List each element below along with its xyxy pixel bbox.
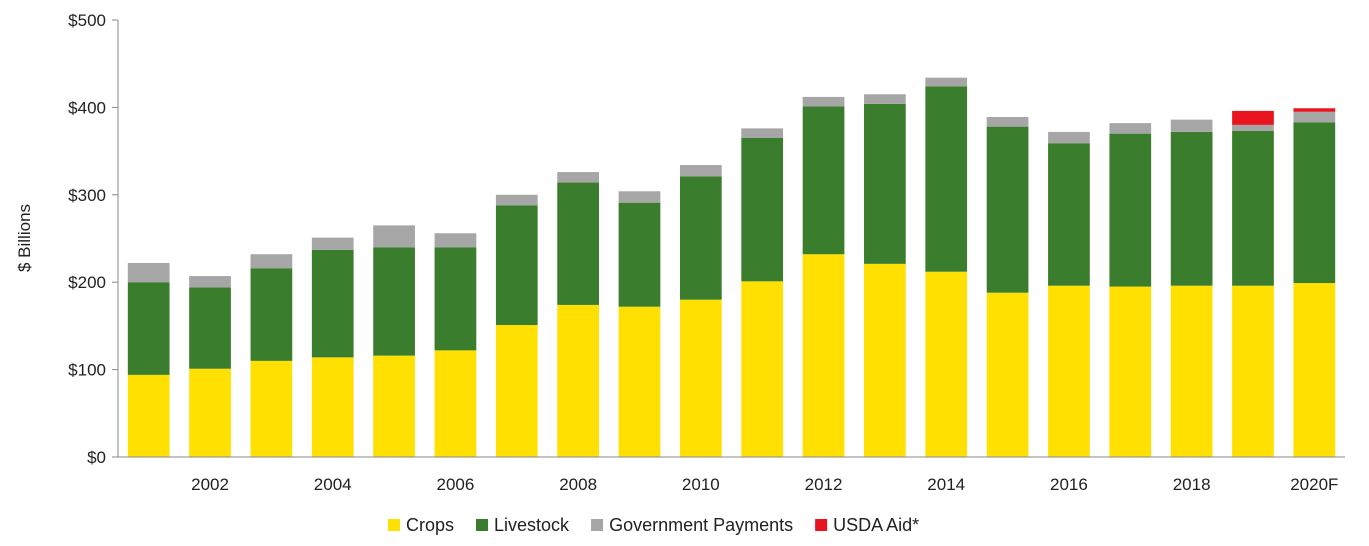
bar-government-payments-2020f (1293, 111, 1336, 123)
bar-livestock-2020f (1293, 122, 1336, 284)
bar-government-payments-2009 (618, 191, 661, 203)
bar-government-payments-2013 (864, 94, 906, 104)
x-tick-label: 2014 (927, 475, 965, 494)
bar-livestock-2008 (557, 182, 599, 305)
bar-government-payments-2012 (802, 96, 845, 107)
y-axis-ticks: $0 $100 $200 $300 $400 $500 (68, 11, 118, 467)
y-tick-label: $200 (68, 273, 106, 292)
bar-crops-2013 (864, 263, 906, 457)
x-tick-label: 2010 (682, 475, 720, 494)
bar-government-payments-2018 (1170, 119, 1213, 132)
bar-livestock-2006 (434, 247, 477, 351)
bar-government-payments-2017 (1109, 123, 1152, 134)
bar-government-payments-2002 (189, 276, 231, 288)
x-tick-label: 2016 (1050, 475, 1088, 494)
bar-crops-2015 (986, 292, 1029, 457)
y-tick-label: $300 (68, 186, 106, 205)
bar-livestock-2014 (925, 86, 968, 272)
y-tick-label: $500 (68, 11, 106, 30)
x-tick-label: 2004 (314, 475, 352, 494)
bar-crops-2003 (250, 360, 293, 457)
bar-government-payments-2014 (925, 77, 968, 87)
bar-crops-2009 (618, 306, 661, 457)
x-tick-label: 2020F (1290, 475, 1338, 494)
legend-swatch (815, 519, 828, 531)
x-tick-label: 2002 (191, 475, 229, 494)
bar-government-payments-2005 (373, 225, 415, 248)
y-tick-label: $400 (68, 98, 106, 117)
y-tick-label: $100 (68, 361, 106, 380)
bar-crops-2016 (1048, 285, 1090, 457)
x-tick-label: 2012 (805, 475, 843, 494)
bar-government-payments-2019 (1232, 124, 1274, 131)
x-axis-ticks: 2002 2004 2006 2008 2010 2012 2014 2016 2018 2020… (191, 475, 1338, 494)
legend-swatch (476, 519, 489, 531)
bar-government-payments-2016 (1048, 131, 1090, 144)
bar-livestock-2015 (986, 126, 1029, 293)
bar-livestock-2001 (127, 282, 170, 375)
bar-government-payments-2007 (495, 194, 538, 206)
bar-government-payments-2008 (557, 172, 599, 183)
bar-crops-2012 (802, 254, 845, 457)
bar-crops-2005 (373, 355, 415, 457)
bar-livestock-2009 (618, 202, 661, 307)
bar-livestock-2003 (250, 268, 293, 361)
y-tick-label: $0 (87, 448, 106, 467)
legend-label: USDA Aid* (833, 515, 919, 535)
bar-crops-2019 (1232, 285, 1274, 457)
legend-swatch (591, 519, 604, 531)
bar-usda-aid-2020f (1293, 108, 1336, 112)
bar-government-payments-2004 (311, 237, 354, 250)
bars (127, 77, 1336, 457)
bar-livestock-2010 (679, 176, 722, 300)
legend-swatch (388, 519, 400, 531)
bar-livestock-2016 (1048, 143, 1090, 286)
legend: Crops Livestock Government Payments USDA Ai… (388, 515, 919, 535)
bar-livestock-2007 (495, 205, 538, 326)
bar-crops-2020f (1293, 283, 1336, 457)
x-tick-label: 2006 (437, 475, 475, 494)
axes (117, 20, 1345, 458)
bar-livestock-2013 (864, 103, 906, 264)
bar-crops-2014 (925, 271, 968, 457)
bar-crops-2018 (1170, 285, 1213, 457)
bar-government-payments-2006 (434, 233, 477, 248)
bar-crops-2008 (557, 304, 599, 457)
bar-crops-2002 (189, 368, 231, 457)
bar-livestock-2002 (189, 287, 231, 369)
bar-government-payments-2003 (250, 254, 293, 269)
x-tick-label: 2008 (559, 475, 597, 494)
legend-label: Livestock (494, 515, 570, 535)
bar-crops-2017 (1109, 286, 1152, 457)
bar-government-payments-2001 (127, 262, 170, 283)
x-tick-label: 2018 (1173, 475, 1211, 494)
bar-livestock-2019 (1232, 131, 1274, 286)
bar-livestock-2018 (1170, 131, 1213, 286)
bar-government-payments-2011 (741, 128, 784, 138)
bar-livestock-2011 (741, 137, 784, 282)
bar-crops-2006 (434, 350, 477, 457)
bar-crops-2004 (311, 357, 354, 457)
bar-livestock-2004 (311, 249, 354, 358)
bar-usda-aid-2019 (1232, 110, 1274, 125)
bar-crops-2011 (741, 281, 784, 457)
bar-livestock-2012 (802, 106, 845, 255)
bar-crops-2010 (679, 299, 722, 457)
bar-government-payments-2015 (986, 117, 1029, 127)
legend-label: Crops (406, 515, 454, 535)
bar-livestock-2005 (373, 247, 415, 356)
bar-crops-2001 (127, 374, 170, 457)
y-axis-label: $ Billions (15, 204, 34, 272)
legend-label: Government Payments (609, 515, 793, 535)
bar-livestock-2017 (1109, 133, 1152, 287)
bar-government-payments-2010 (679, 165, 722, 177)
bar-crops-2007 (495, 325, 538, 457)
